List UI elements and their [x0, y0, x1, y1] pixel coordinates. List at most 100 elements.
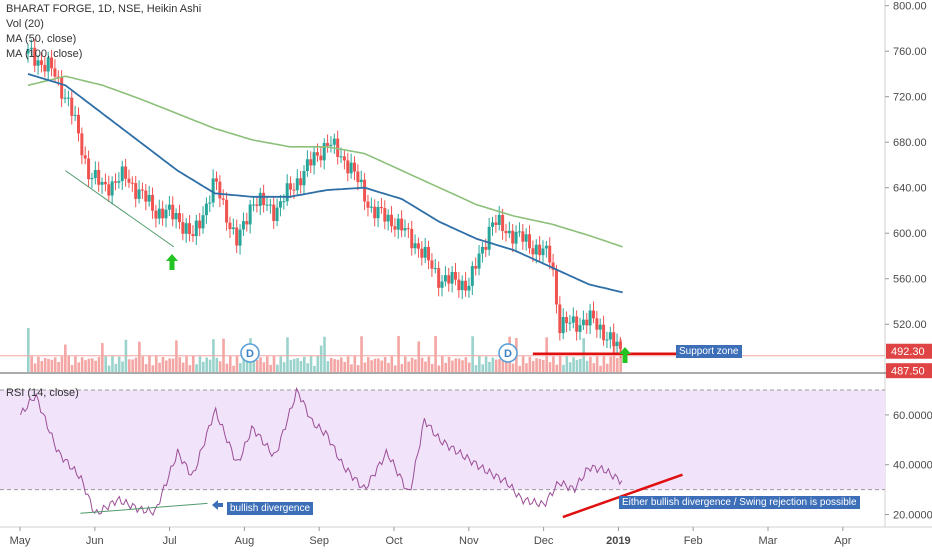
- price-tick-label: 600.00: [893, 228, 927, 240]
- volume-bar: [185, 356, 188, 372]
- volume-bar: [535, 358, 538, 372]
- candle-body: [581, 319, 585, 326]
- candle-body: [211, 178, 215, 203]
- candle-body: [332, 138, 336, 145]
- volume-bar: [585, 360, 589, 372]
- volume-bar: [380, 360, 384, 372]
- candle-body: [268, 204, 272, 206]
- candle-body: [272, 204, 276, 221]
- volume-bar: [525, 363, 528, 372]
- volume-bar: [131, 359, 134, 372]
- volume-bar: [276, 364, 279, 372]
- candle-body: [501, 214, 505, 232]
- candle-body: [36, 60, 40, 66]
- ma100-line: [27, 75, 623, 248]
- volume-bar: [575, 360, 579, 372]
- volume-bar: [47, 359, 50, 372]
- volume-bar: [558, 356, 562, 372]
- volume-bar: [104, 356, 108, 372]
- candle-body: [612, 332, 616, 347]
- chart-title: BHARAT FORGE, 1D, NSE, Heikin Ashi: [6, 3, 202, 15]
- volume-bar: [356, 365, 360, 372]
- legend-ma50[interactable]: MA (50, close): [6, 33, 77, 45]
- candle-body: [120, 166, 124, 182]
- volume-bar: [353, 356, 357, 372]
- candle-body: [484, 246, 488, 250]
- price-tick-label: 800.00: [893, 1, 927, 13]
- candle-body: [585, 319, 589, 326]
- candle-body: [245, 221, 249, 225]
- volume-bar: [255, 360, 259, 372]
- candle-body: [248, 204, 252, 225]
- volume-bar: [262, 362, 266, 372]
- volume-bar: [121, 361, 124, 372]
- rsi-title[interactable]: RSI (14, close): [6, 387, 79, 399]
- volume-bar: [393, 365, 397, 372]
- candle-body: [575, 316, 579, 332]
- candle-body: [73, 114, 77, 116]
- candle-body: [591, 310, 595, 319]
- volume-bar: [154, 356, 158, 372]
- volume-bar: [333, 359, 336, 372]
- candle-body: [410, 228, 414, 249]
- volume-bar: [572, 357, 575, 372]
- volume-bar: [420, 357, 424, 372]
- candle-body: [191, 234, 195, 237]
- support-zone-label: Support zone: [676, 345, 742, 358]
- candle-body: [544, 245, 548, 249]
- candle-body: [369, 206, 373, 208]
- time-tick-label: 2019: [606, 535, 630, 547]
- volume-bar: [111, 356, 114, 372]
- volume-bar: [424, 361, 427, 372]
- volume-bar: [454, 358, 458, 372]
- chart-legend: BHARAT FORGE, 1D, NSE, Heikin Ashi Vol (…: [6, 2, 201, 62]
- candle-body: [416, 243, 420, 249]
- candle-body: [578, 325, 582, 332]
- volume-bar: [60, 356, 64, 372]
- volume-bar: [397, 336, 400, 372]
- candle-body: [33, 47, 37, 66]
- candle-body: [171, 204, 175, 220]
- volume-bar: [481, 364, 485, 372]
- candle-body: [447, 275, 451, 284]
- price-tick-label: 760.00: [893, 46, 927, 58]
- candle-body: [342, 156, 346, 161]
- candle-body: [504, 231, 508, 234]
- volume-bar: [87, 358, 91, 372]
- candle-body: [161, 208, 165, 219]
- candle-body: [339, 156, 343, 158]
- candle-body: [147, 194, 151, 202]
- time-tick-label: Feb: [684, 535, 703, 547]
- volume-bar: [208, 359, 212, 372]
- dividend-marker-glyph: D: [504, 348, 512, 360]
- price-tick-label: 720.00: [893, 92, 927, 104]
- candle-body: [376, 206, 380, 219]
- candle-body: [315, 152, 319, 156]
- volume-bar: [195, 364, 198, 372]
- candle-body: [568, 322, 572, 324]
- volume-bar: [377, 358, 380, 372]
- volume-bar: [346, 356, 350, 372]
- candle-body: [336, 138, 340, 157]
- candle-body: [595, 318, 599, 330]
- legend-volume[interactable]: Vol (20): [6, 18, 44, 30]
- candle-body: [90, 178, 94, 180]
- buy-arrow-icon: [619, 347, 631, 363]
- price-badge: [886, 363, 932, 379]
- candle-body: [167, 204, 171, 210]
- candle-body: [93, 170, 97, 179]
- volume-bar: [498, 359, 501, 372]
- volume-bar: [282, 362, 286, 372]
- volume-bar: [158, 362, 161, 372]
- volume-bar: [289, 359, 293, 372]
- legend-ma100[interactable]: MA (100, close): [6, 48, 83, 60]
- candle-body: [464, 280, 468, 291]
- volume-bar: [80, 357, 84, 372]
- candle-body: [198, 220, 202, 229]
- volume-bar: [242, 356, 246, 372]
- volume-bar: [616, 357, 619, 372]
- candle-body: [470, 266, 474, 286]
- volume-bar: [582, 338, 585, 372]
- candle-body: [26, 48, 30, 54]
